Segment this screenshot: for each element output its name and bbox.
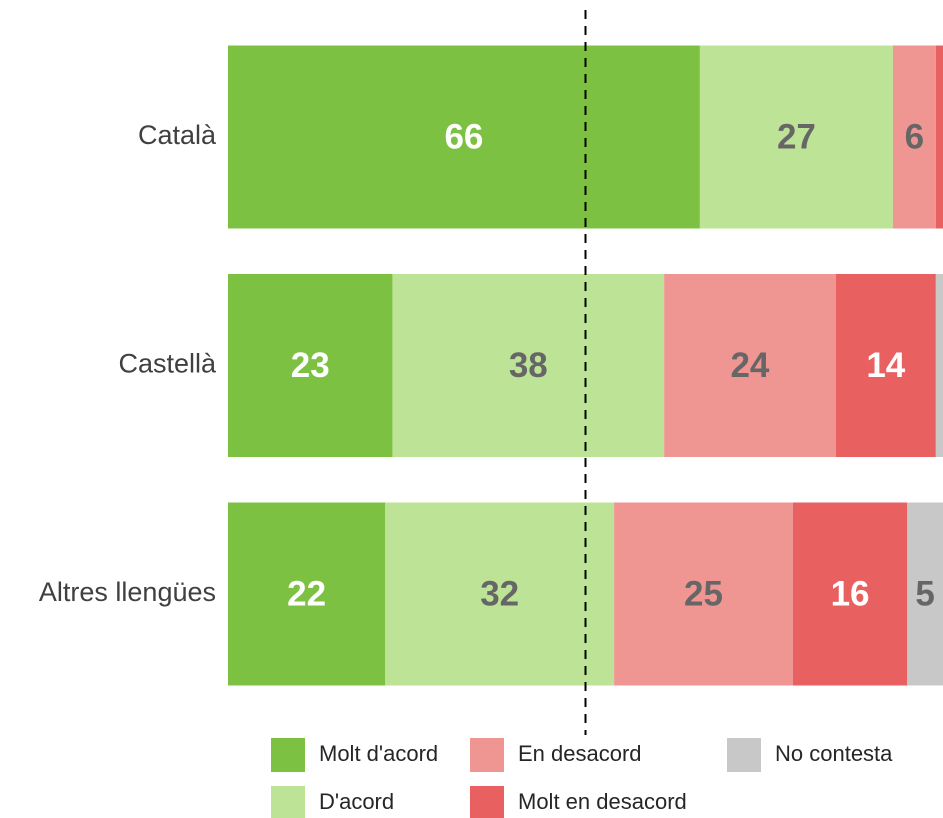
value-label: 5 <box>915 574 934 613</box>
bar-segment <box>228 45 700 229</box>
value-label: 25 <box>684 574 723 613</box>
legend-swatch <box>470 738 504 772</box>
value-label: 38 <box>509 346 548 385</box>
legend-swatch <box>727 738 761 772</box>
bar-segment <box>792 502 908 686</box>
bar-segment <box>935 45 943 229</box>
bar-segment <box>392 274 665 457</box>
legend-label: En desacord <box>518 741 642 766</box>
bar-segment <box>935 274 943 457</box>
legend-swatch <box>271 786 305 818</box>
category-label: Altres llengües <box>39 577 216 607</box>
value-label: 22 <box>287 574 326 613</box>
value-label: 27 <box>777 117 816 156</box>
bar-segment <box>664 274 836 457</box>
legend-swatch <box>470 786 504 818</box>
bar-segment <box>699 45 893 229</box>
value-label: 24 <box>730 346 769 385</box>
legend-label: Molt en desacord <box>518 789 687 814</box>
category-label: Català <box>138 120 217 150</box>
value-label: 16 <box>831 574 870 613</box>
bar-segment <box>228 274 393 457</box>
bar-segment <box>907 502 943 686</box>
value-label: 6 <box>905 117 924 156</box>
bar-segment <box>835 274 936 457</box>
category-label: Castellà <box>118 349 217 379</box>
bar-segment <box>892 45 936 229</box>
legend-label: Molt d'acord <box>319 741 438 766</box>
value-label: 66 <box>444 117 483 156</box>
bar-segment <box>385 502 615 686</box>
value-label: 23 <box>291 346 330 385</box>
value-label: 14 <box>866 346 905 385</box>
legend-label: D'acord <box>319 789 394 814</box>
legend-swatch <box>271 738 305 772</box>
bar-segment <box>228 502 386 686</box>
bar-segment <box>614 502 793 686</box>
legend-label: No contesta <box>775 741 893 766</box>
value-label: 32 <box>480 574 519 613</box>
